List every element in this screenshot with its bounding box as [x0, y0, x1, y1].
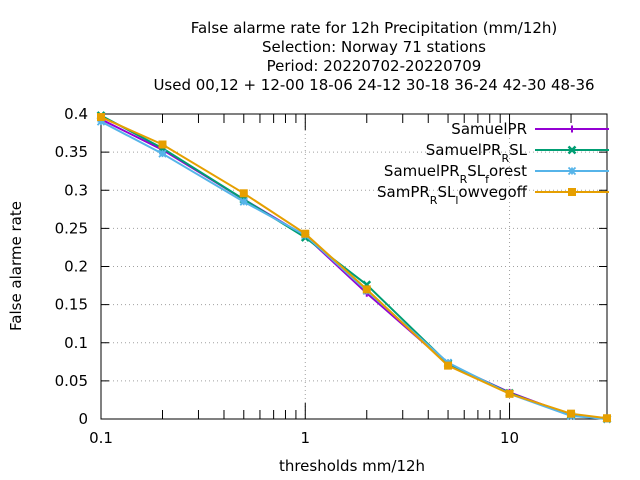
- y-tick-label: 0.35: [55, 143, 88, 161]
- series-line: [100, 120, 608, 420]
- legend-label: SamuelPR: [451, 120, 527, 138]
- data-point: [301, 229, 310, 238]
- data-point: [505, 389, 514, 398]
- axis-ticks: 0 0.05 0.1 0.15 0.2 0.25 0.3 0.35 0.4 0.1 1 10: [55, 105, 608, 447]
- x-axis-label: thresholds mm/12h: [279, 457, 425, 475]
- y-tick-label: 0.4: [64, 105, 88, 123]
- grid-lines: [101, 114, 607, 419]
- y-tick-label: 0: [78, 410, 88, 428]
- x-tick-label: 1: [300, 429, 310, 447]
- legend-marker: [567, 145, 577, 155]
- legend-marker: [568, 188, 576, 196]
- legend-item: SamuelPRRSLforest: [384, 162, 609, 186]
- y-tick-label: 0.1: [64, 334, 88, 352]
- data-point: [239, 197, 248, 206]
- data-point: [97, 113, 105, 122]
- legend-label: SamuelPRRSLforest: [384, 162, 527, 186]
- data-point: [444, 361, 453, 370]
- series-lines: [96, 111, 612, 424]
- chart-title: False alarme rate for 12h Precipitation …: [153, 19, 594, 94]
- legend-item: SamPRRSLlowvegoff: [377, 183, 609, 207]
- title-line: Period: 20220702-20220709: [267, 57, 482, 75]
- y-tick-label: 0.05: [55, 372, 88, 390]
- title-line: Used 00,12 + 12-00 18-06 24-12 30-18 36-…: [153, 76, 594, 94]
- data-point: [603, 414, 611, 423]
- series-sampr-rsl-lowvegoff: [97, 113, 611, 423]
- legend-item: SamuelPRRSL: [426, 141, 609, 165]
- title-line: Selection: Norway 71 stations: [262, 38, 486, 56]
- data-point: [239, 189, 248, 198]
- series-samuelpr-rsl: [96, 111, 612, 424]
- y-axis-label: False alarme rate: [7, 201, 25, 331]
- data-point: [158, 140, 167, 149]
- legend-marker: [567, 166, 577, 176]
- x-tick-label: 10: [500, 429, 519, 447]
- legend-item: SamuelPR: [451, 120, 609, 138]
- data-point: [567, 409, 576, 418]
- series-line: [100, 114, 608, 420]
- series-line: [100, 118, 608, 420]
- y-tick-label: 0.2: [64, 258, 88, 276]
- data-point: [96, 117, 106, 126]
- title-line: False alarme rate for 12h Precipitation …: [191, 19, 558, 37]
- y-tick-label: 0.3: [64, 181, 88, 199]
- series-samuelpr-rsl-forest: [96, 117, 612, 424]
- y-tick-label: 0.15: [55, 296, 88, 314]
- legend: SamuelPR SamuelPRRSLSamuelPRRSLforestSamP…: [377, 120, 609, 207]
- legend-label: SamuelPRRSL: [426, 141, 528, 165]
- data-point: [158, 149, 167, 158]
- legend-marker: [568, 125, 576, 133]
- y-tick-label: 0.25: [55, 219, 88, 237]
- data-point: [362, 285, 371, 294]
- legend-label: SamPRRSLlowvegoff: [377, 183, 528, 207]
- x-tick-label: 0.1: [89, 429, 113, 447]
